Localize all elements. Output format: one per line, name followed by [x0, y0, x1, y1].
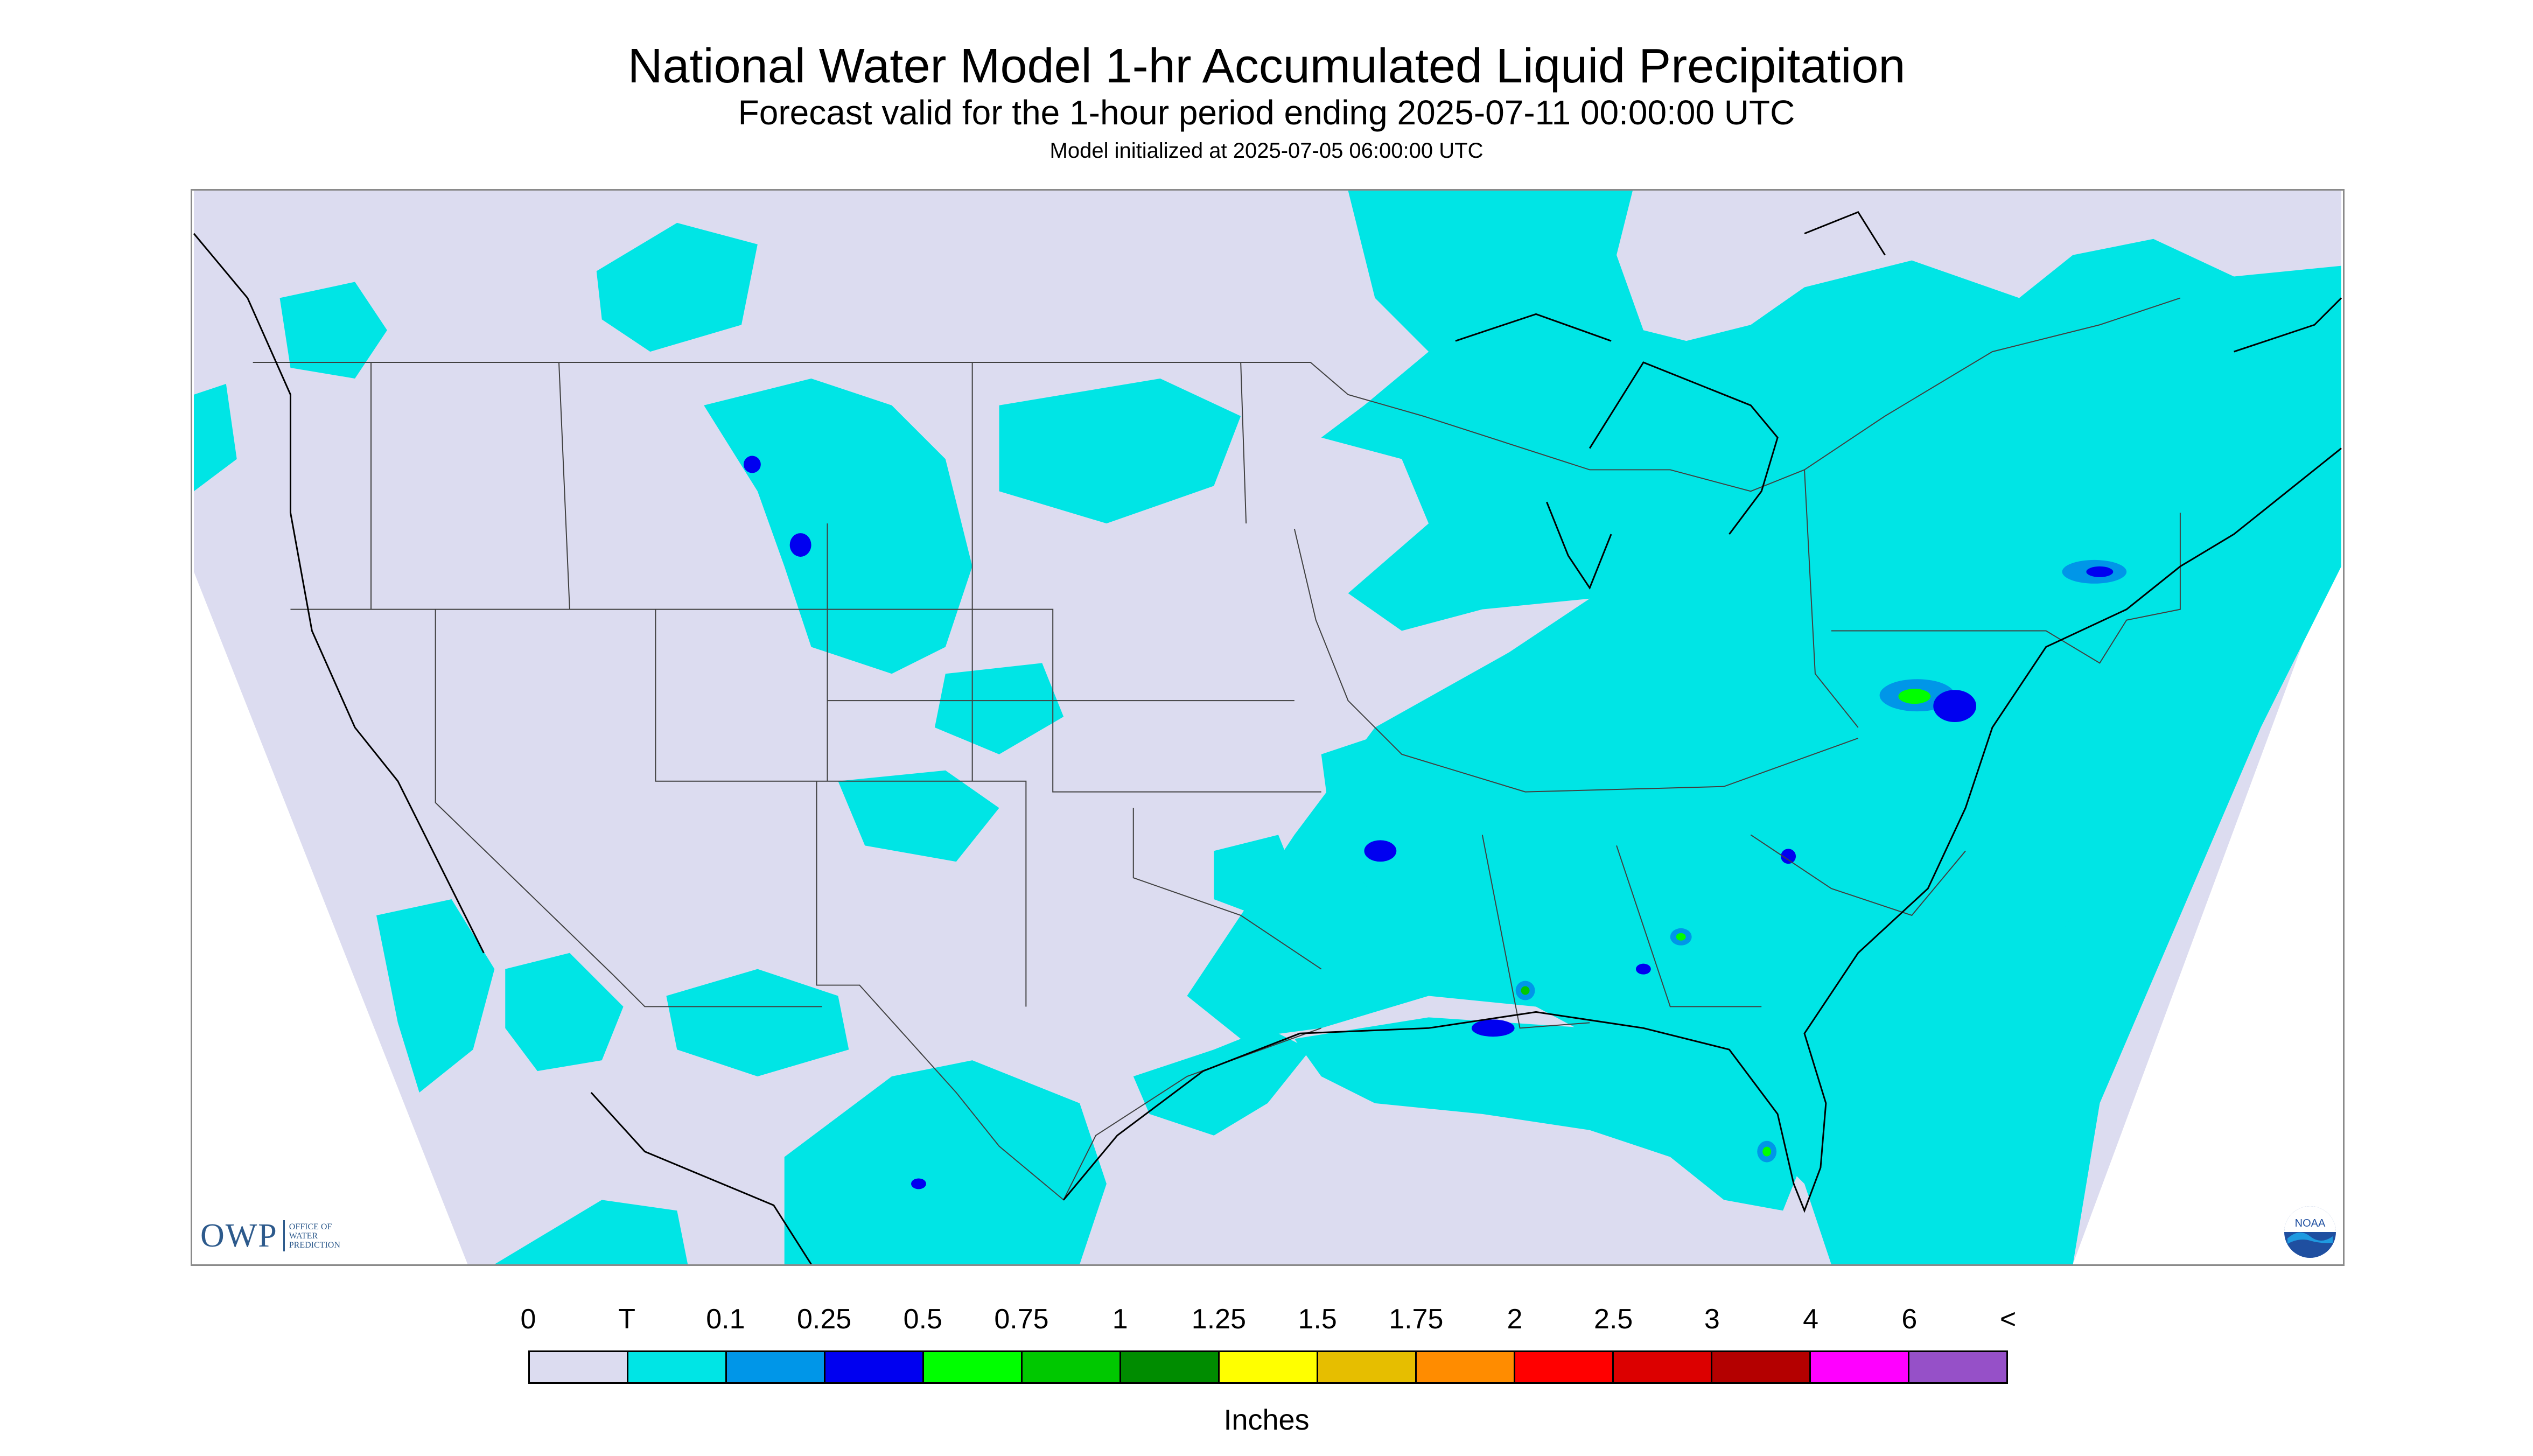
- coastlines: [193, 211, 2342, 1265]
- legend-tick-label: 1: [1112, 1304, 1128, 1335]
- map-title: National Water Model 1-hr Accumulated Li…: [627, 39, 1906, 93]
- legend-units: Inches: [1223, 1404, 1310, 1436]
- noaa-logo-icon: NOAA: [2284, 1206, 2336, 1258]
- legend-tick-label: 2: [1507, 1304, 1523, 1335]
- owp-logo-text: OFFICE OF WATER PREDICTION: [289, 1222, 340, 1250]
- legend-swatch: [1417, 1352, 1515, 1382]
- legend-swatch: [530, 1352, 628, 1382]
- legend-tick-label: T: [618, 1304, 636, 1335]
- legend-tick-label: 0.25: [796, 1304, 852, 1335]
- legend-tick-label: 1.25: [1191, 1304, 1246, 1335]
- legend-tick-labels: 0 T 0.1 0.25 0.5 0.75 1 1.25 1.5 1.75 2 2.5 3 4 6 <: [0, 1303, 2533, 1341]
- legend-tick-label: 1.5: [1298, 1304, 1337, 1335]
- map-canvas: [193, 191, 2342, 1265]
- heavy-precip-cells: [743, 456, 2127, 1189]
- legend-swatch: [1614, 1352, 1712, 1382]
- legend-swatch: [924, 1352, 1023, 1382]
- legend-swatch: [1318, 1352, 1417, 1382]
- trace-precip-areas: [194, 191, 2341, 1264]
- legend-swatch: [825, 1352, 924, 1382]
- legend-swatch: [1811, 1352, 1909, 1382]
- legend-tick-label: 4: [1803, 1304, 1819, 1335]
- map-subtitle: Forecast valid for the 1-hour period end…: [738, 93, 1795, 132]
- legend-swatch: [1220, 1352, 1318, 1382]
- owp-logo-divider: [283, 1220, 285, 1251]
- legend-tick-label: 0.75: [994, 1304, 1049, 1335]
- svg-text:NOAA: NOAA: [2295, 1217, 2326, 1229]
- legend-swatch: [628, 1352, 727, 1382]
- legend-tick-label: 0.1: [706, 1304, 745, 1335]
- legend-swatch: [1023, 1352, 1121, 1382]
- legend-tick-label: 0: [520, 1304, 536, 1335]
- legend-tick-label: 2.5: [1594, 1304, 1633, 1335]
- model-init-text: Model initialized at 2025-07-05 06:00:00…: [1049, 139, 1484, 163]
- owp-logo-mark: OWP: [200, 1217, 278, 1254]
- legend-swatch: [1515, 1352, 1614, 1382]
- owp-logo: OWP OFFICE OF WATER PREDICTION: [200, 1217, 340, 1255]
- boundary-lines: [253, 297, 2181, 1201]
- legend-swatch: [727, 1352, 825, 1382]
- legend-swatch: [1909, 1352, 2006, 1382]
- legend-swatch: [1712, 1352, 1811, 1382]
- legend-tick-label: 0.5: [903, 1304, 942, 1335]
- legend-swatch: [1121, 1352, 1220, 1382]
- legend-tick-label: 6: [1901, 1304, 1918, 1335]
- legend-tick-label: 3: [1704, 1304, 1720, 1335]
- legend-color-bar: [528, 1350, 2008, 1384]
- precipitation-map[interactable]: [191, 189, 2345, 1266]
- legend-tick-label: <: [1999, 1304, 2017, 1335]
- legend-tick-label: 1.75: [1389, 1304, 1444, 1335]
